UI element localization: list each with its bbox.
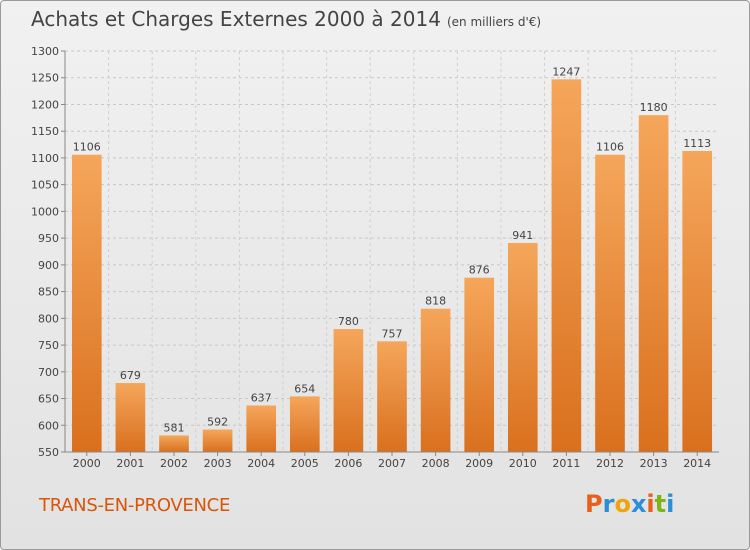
x-tick-label: 2006 (334, 457, 362, 470)
logo-letter: t (654, 490, 667, 518)
bar (464, 277, 495, 452)
bar-value-label: 581 (164, 421, 185, 434)
chart-title: Achats et Charges Externes 2000 à 2014 (e… (31, 7, 541, 31)
y-tick-label: 1200 (31, 98, 59, 111)
bar (551, 79, 582, 452)
bar-value-label: 1106 (596, 141, 624, 154)
y-tick-label: 800 (38, 312, 59, 325)
bar-value-label: 941 (512, 229, 533, 242)
x-tick-label: 2014 (683, 457, 711, 470)
bar (682, 150, 713, 452)
bar (420, 308, 451, 452)
bar-value-label: 679 (120, 369, 141, 382)
x-tick-label: 2010 (509, 457, 537, 470)
bar (71, 154, 102, 452)
bar-value-label: 1106 (73, 141, 101, 154)
y-tick-label: 950 (38, 232, 59, 245)
y-tick-label: 1100 (31, 152, 59, 165)
logo-letter: x (630, 490, 647, 518)
x-tick-label: 2002 (160, 457, 188, 470)
bar (289, 396, 320, 452)
y-tick-label: 650 (38, 393, 59, 406)
y-tick-label: 600 (38, 419, 59, 432)
bar (638, 115, 669, 452)
x-tick-label: 2003 (204, 457, 232, 470)
bar-value-label: 818 (425, 295, 446, 308)
bar (246, 405, 277, 452)
y-tick-label: 1000 (31, 205, 59, 218)
y-tick-label: 1250 (31, 72, 59, 85)
bar-value-label: 1113 (683, 137, 711, 150)
logo-letter: o (614, 490, 631, 518)
bar-value-label: 592 (207, 416, 228, 429)
x-tick-label: 2005 (291, 457, 319, 470)
bar (115, 383, 146, 452)
bar-value-label: 780 (338, 315, 359, 328)
y-tick-label: 850 (38, 286, 59, 299)
x-tick-label: 2012 (596, 457, 624, 470)
bar-value-label: 637 (251, 391, 272, 404)
y-tick-label: 1150 (31, 125, 59, 138)
bar-value-label: 757 (382, 327, 403, 340)
bar (377, 341, 407, 452)
bar (159, 435, 189, 452)
x-tick-label: 2009 (465, 457, 493, 470)
title-text: Achats et Charges Externes 2000 à 2014 (31, 7, 441, 31)
y-tick-label: 550 (38, 446, 59, 459)
x-tick-label: 2008 (422, 457, 450, 470)
x-tick-label: 2007 (378, 457, 406, 470)
x-tick-label: 2011 (552, 457, 580, 470)
bar-value-label: 876 (469, 264, 490, 277)
town-name: TRANS-EN-PROVENCE (39, 495, 231, 516)
logo-letter: i (646, 490, 655, 518)
bar (595, 154, 625, 452)
bar-value-label: 1247 (552, 65, 580, 78)
x-tick-label: 2004 (247, 457, 275, 470)
x-tick-label: 2001 (116, 457, 144, 470)
x-tick-label: 2013 (640, 457, 668, 470)
y-tick-label: 1050 (31, 179, 59, 192)
y-tick-label: 900 (38, 259, 59, 272)
logo-letter: i (666, 490, 675, 518)
y-tick-label: 700 (38, 366, 59, 379)
y-tick-label: 1300 (31, 45, 59, 58)
logo-letter: P (585, 490, 603, 518)
proxiti-logo[interactable]: Proxiti (585, 490, 674, 518)
y-tick-label: 750 (38, 339, 59, 352)
axis-layer: 550 600 650 700 750 800 850 900 950 1000 1050 1100 1… (31, 45, 719, 470)
logo-letter: r (602, 490, 615, 518)
bar (507, 242, 538, 452)
bar-value-label: 1180 (640, 101, 668, 114)
bar (333, 329, 364, 452)
bar (202, 429, 233, 452)
x-tick-label: 2000 (73, 457, 101, 470)
bar-layer: 1106 679 581 592 637 654 780 757 818 876 941 1247 11… (71, 65, 713, 452)
chart-subtitle: (en milliers d'€) (446, 15, 542, 29)
bar-value-label: 654 (294, 382, 315, 395)
